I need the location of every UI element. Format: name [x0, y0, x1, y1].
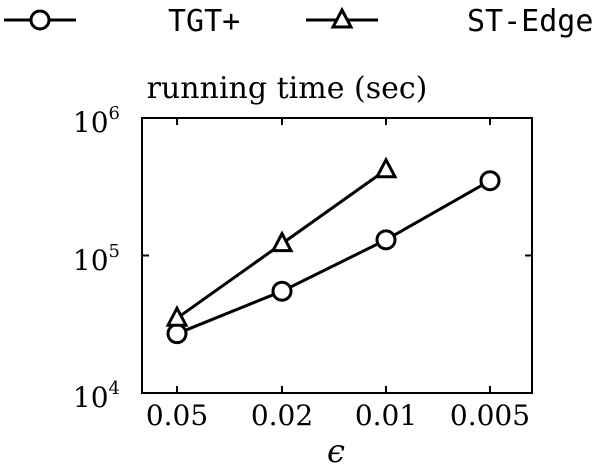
y-tick-1e4: 104 — [73, 378, 532, 414]
data-point-tgt-1 — [271, 280, 293, 302]
legend-label-st-edge: ST-Edge — [467, 4, 593, 39]
x-axis: 0.05 0.02 0.01 0.005 — [146, 118, 530, 432]
y-tick-label-1e6: 106 — [73, 103, 120, 139]
y-tick-1e5: 105 — [73, 241, 532, 277]
legend-item-st-edge: ST-Edge — [306, 4, 593, 39]
y-tick-1e6: 106 — [73, 103, 532, 139]
legend: TGT+ ST-Edge — [4, 4, 593, 39]
legend-item-tgt-plus: TGT+ — [4, 4, 240, 39]
x-tick-0: 0.05 — [146, 118, 208, 432]
x-tick-label: 0.02 — [251, 399, 313, 432]
y-tick-label-1e4: 104 — [73, 378, 120, 414]
y-tick-base: 10 — [73, 106, 109, 139]
x-tick-label: 0.01 — [355, 399, 417, 432]
x-tick-1: 0.02 — [251, 118, 313, 432]
data-point-st-edge-2 — [374, 156, 398, 179]
y-axis: 104 105 106 — [73, 103, 532, 414]
plot-frame — [141, 117, 533, 394]
x-tick-label: 0.05 — [146, 399, 208, 432]
chart-title: running time (sec) — [147, 71, 428, 106]
series-layer — [165, 156, 501, 345]
legend-circle-marker-icon — [29, 9, 51, 31]
x-axis-label: ϵ — [327, 432, 345, 468]
y-tick-exponent: 4 — [109, 378, 120, 399]
legend-triangle-marker-icon — [330, 6, 354, 29]
data-point-tgt-3 — [479, 170, 501, 192]
y-tick-exponent: 5 — [109, 241, 120, 262]
data-point-tgt-0 — [166, 323, 188, 345]
x-tick-3: 0.005 — [450, 118, 530, 432]
x-tick-label: 0.005 — [450, 399, 530, 432]
y-tick-label-1e5: 105 — [73, 241, 120, 277]
data-point-st-edge-1 — [270, 230, 294, 253]
y-tick-base: 10 — [73, 244, 109, 277]
data-point-st-edge-0 — [165, 304, 189, 327]
y-tick-exponent: 6 — [109, 103, 120, 124]
x-tick-2: 0.01 — [355, 118, 417, 432]
legend-label-tgt-plus: TGT+ — [168, 4, 240, 39]
y-tick-base: 10 — [73, 381, 109, 414]
data-point-tgt-2 — [375, 229, 397, 251]
series-line-tgt — [176, 179, 491, 336]
